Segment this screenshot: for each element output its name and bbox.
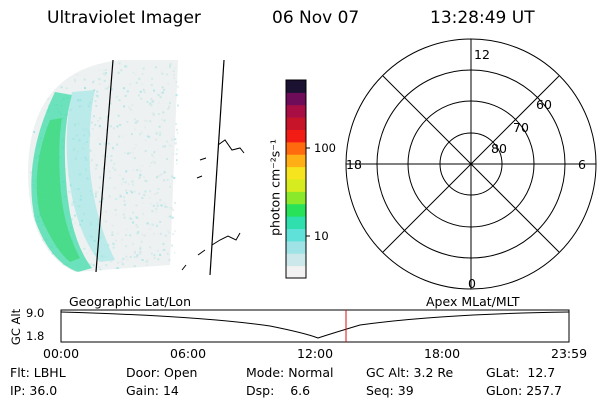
colorbar-cell	[286, 216, 306, 229]
colorbar-cell	[286, 80, 306, 93]
status-ip: IP: 36.0	[10, 383, 58, 398]
lat-label-70: 70	[513, 120, 529, 135]
orbit-plot	[60, 309, 570, 343]
coastline-1	[217, 139, 245, 154]
altitude-curve	[60, 311, 570, 339]
status-door: Door: Open	[126, 365, 198, 380]
orbit-y-axis-label: GC Alt	[9, 308, 23, 346]
mlt-label-6: 6	[578, 157, 586, 172]
lat-label-80: 80	[491, 141, 507, 156]
lat-label-60: 60	[536, 97, 552, 112]
orbit-left-label: Geographic Lat/Lon	[69, 294, 191, 309]
status-gain: Gain: 14	[126, 383, 179, 398]
grid-line-right	[209, 59, 225, 276]
colorbar-cell	[286, 129, 306, 143]
orbit-x-tick-1: 06:00	[170, 346, 207, 361]
status-dsp: Dsp: 6.6	[246, 383, 311, 398]
colorbar-tick-10: 10	[314, 229, 329, 243]
mlt-label-12: 12	[474, 47, 490, 62]
orbit-y-tick-high: 9.0	[26, 306, 45, 320]
colorbar-cell	[286, 253, 306, 267]
colorbar-cell	[286, 265, 306, 279]
colorbar-cell	[286, 240, 306, 254]
uv-image	[28, 59, 245, 276]
polar-plot	[345, 38, 597, 290]
colorbar-cell	[286, 228, 306, 242]
status-mode: Mode: Normal	[246, 365, 334, 380]
orbit-x-tick-3: 18:00	[424, 346, 461, 361]
mlt-label-18: 18	[346, 157, 362, 172]
status-glat: GLat: 12.7	[486, 365, 556, 380]
coastline-3	[181, 232, 241, 271]
status-seq: Seq: 39	[366, 383, 414, 398]
colorbar-cell	[286, 154, 306, 168]
orbit-x-tick-4: 23:59	[551, 346, 588, 361]
colorbar-cell	[286, 141, 306, 155]
status-flt: Flt: LBHL	[10, 365, 66, 380]
colorbar	[285, 79, 310, 279]
colorbar-cell	[286, 191, 306, 205]
colorbar-cell	[286, 166, 306, 180]
coastline-2	[196, 157, 207, 179]
status-gc-alt: GC Alt: 3.2 Re	[366, 365, 454, 380]
orbit-right-label: Apex MLat/MLT	[426, 294, 520, 309]
orbit-x-tick-0: 00:00	[43, 346, 80, 361]
colorbar-cell	[286, 203, 306, 217]
colorbar-tick-100: 100	[314, 141, 336, 155]
instrument-title: Ultraviolet Imager	[47, 8, 201, 28]
colorbar-cell	[286, 179, 306, 192]
date-label: 06 Nov 07	[272, 8, 360, 28]
mlt-label-0: 0	[468, 276, 476, 291]
orbit-x-tick-2: 12:00	[297, 346, 334, 361]
grid-line-left	[95, 59, 114, 273]
colorbar-unit-label: photon cm⁻²s⁻¹	[267, 139, 283, 236]
colorbar-cell	[286, 92, 306, 106]
colorbar-cell	[286, 117, 306, 130]
status-glon: GLon: 257.7	[486, 383, 562, 398]
time-label: 13:28:49 UT	[430, 8, 535, 28]
colorbar-cell	[286, 104, 306, 118]
orbit-y-tick-low: 1.8	[26, 329, 45, 343]
